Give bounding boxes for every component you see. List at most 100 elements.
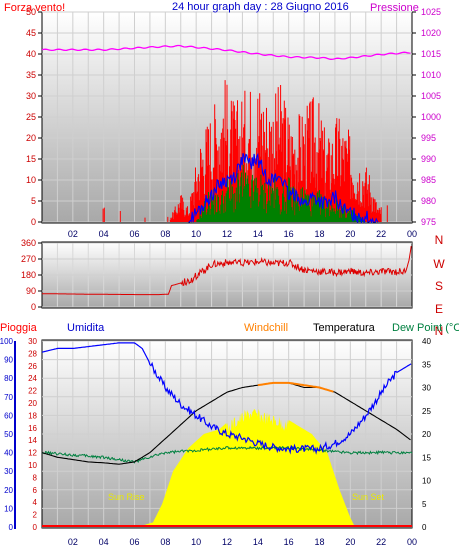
temp-xtick-label: 04 (99, 537, 109, 547)
wind-xtick-label: 20 (345, 229, 355, 239)
humidity-ytick-label: 20 (4, 486, 13, 495)
pressure-ytick-label: 980 (421, 196, 436, 206)
wind-blue-line (188, 152, 379, 224)
temp-ytick-label: 35 (422, 360, 431, 369)
dir-ytick-label: 90 (26, 286, 36, 296)
temp-xtick-label: 20 (345, 537, 355, 547)
temp-xtick-label: 02 (68, 537, 78, 547)
humidity-ytick-label: 50 (4, 430, 13, 439)
label-temperature: Temperatura (313, 322, 376, 334)
rain-ytick-label: 24 (28, 374, 37, 383)
wind-ytick-label: 30 (26, 91, 36, 101)
humidity-ytick-label: 30 (4, 467, 13, 476)
wind-xtick-label: 04 (99, 229, 109, 239)
temp-ytick-label: 20 (422, 430, 431, 439)
wind-xtick-label: 02 (68, 229, 78, 239)
wind-ytick-label: 40 (26, 49, 36, 59)
label-windchill: Windchill (244, 322, 288, 334)
pressure-ytick-label: 985 (421, 175, 436, 185)
label-sunrise: Sun Rise (108, 492, 145, 502)
temp-xtick-label: 16 (284, 537, 294, 547)
humidity-ytick-label: 70 (4, 393, 13, 402)
wind-xtick-label: 06 (129, 229, 139, 239)
wind-xtick-label: 08 (160, 229, 170, 239)
humidity-line (41, 342, 412, 455)
temp-ytick-label: 0 (422, 523, 427, 532)
pressure-ytick-label: 995 (421, 133, 436, 143)
rain-ytick-label: 16 (28, 424, 37, 433)
rain-ytick-label: 26 (28, 362, 37, 371)
header-left-title: Forza vento! (4, 2, 65, 14)
header-center-title: 24 hour graph day : 28 Giugno 2016 (172, 1, 349, 13)
rain-ytick-label: 28 (28, 349, 37, 358)
pressure-ytick-label: 990 (421, 154, 436, 164)
pressure-ytick-label: 1000 (421, 112, 441, 122)
temp-ytick-label: 25 (422, 407, 431, 416)
rain-ytick-label: 6 (33, 486, 38, 495)
dir-compass-letter: E (435, 302, 443, 316)
rain-ytick-label: 12 (28, 449, 37, 458)
humidity-ytick-label: 80 (4, 374, 13, 383)
dir-ytick-label: 0 (31, 302, 36, 312)
wind-xtick-label: 12 (222, 229, 232, 239)
rain-ytick-label: 2 (33, 511, 38, 520)
wind-ytick-label: 5 (31, 196, 36, 206)
label-rain: Pioggia (0, 322, 38, 334)
temp-xtick-label: 00 (407, 537, 417, 547)
label-dewpoint: Dew Point (°C (392, 322, 459, 334)
wind-xtick-label: 00 (407, 229, 417, 239)
temperature-line (41, 382, 411, 465)
wind-ytick-label: 50 (26, 7, 36, 17)
pressure-ytick-label: 1015 (421, 49, 441, 59)
rain-ytick-label: 14 (28, 436, 37, 445)
wind-xtick-label: 16 (284, 229, 294, 239)
dir-compass-letter: S (435, 279, 443, 293)
wind-ytick-label: 15 (26, 154, 36, 164)
rain-ytick-label: 30 (28, 337, 37, 346)
temp-xtick-label: 06 (129, 537, 139, 547)
rain-ytick-label: 4 (33, 498, 38, 507)
dir-compass-letter: N (435, 324, 444, 338)
temp-ytick-label: 10 (422, 477, 431, 486)
wind-ytick-label: 45 (26, 28, 36, 38)
wind-ytick-label: 10 (26, 175, 36, 185)
series-marks (41, 44, 413, 527)
dewpoint-line (41, 445, 413, 464)
dir-compass-letter: W (433, 257, 445, 271)
label-sunset: Sun Set (352, 492, 385, 502)
rain-ytick-label: 20 (28, 399, 37, 408)
humidity-ytick-label: 100 (0, 337, 14, 346)
rain-ytick-label: 8 (33, 473, 38, 482)
solar-area (131, 408, 355, 527)
dir-ytick-label: 180 (21, 270, 36, 280)
temp-ytick-label: 5 (422, 500, 427, 509)
pressure-line (41, 44, 411, 60)
pressure-ytick-label: 975 (421, 217, 436, 227)
tick-labels: 0510152025303540455097598098599099510001… (0, 7, 445, 547)
temp-xtick-label: 10 (191, 537, 201, 547)
rain-ytick-label: 0 (33, 523, 38, 532)
windchill-line (257, 381, 334, 393)
wind-xtick-label: 10 (191, 229, 201, 239)
wind-ytick-label: 35 (26, 70, 36, 80)
humidity-ytick-label: 10 (4, 504, 13, 513)
wind-ytick-label: 25 (26, 112, 36, 122)
pressure-ytick-label: 1020 (421, 28, 441, 38)
header-right-title: Pressione (370, 2, 419, 14)
wind-avg-spikes (196, 164, 366, 222)
temp-xtick-label: 12 (222, 537, 232, 547)
rain-ytick-label: 22 (28, 387, 37, 396)
temp-xtick-label: 08 (160, 537, 170, 547)
temp-ytick-label: 15 (422, 453, 431, 462)
pressure-ytick-label: 1025 (421, 7, 441, 17)
wind-direction-line (42, 246, 412, 296)
temp-xtick-label: 22 (376, 537, 386, 547)
temp-ytick-label: 30 (422, 384, 431, 393)
pressure-ytick-label: 1005 (421, 91, 441, 101)
temp-xtick-label: 18 (314, 537, 324, 547)
wind-xtick-label: 22 (376, 229, 386, 239)
rain-ytick-label: 10 (28, 461, 37, 470)
rain-ytick-label: 18 (28, 411, 37, 420)
